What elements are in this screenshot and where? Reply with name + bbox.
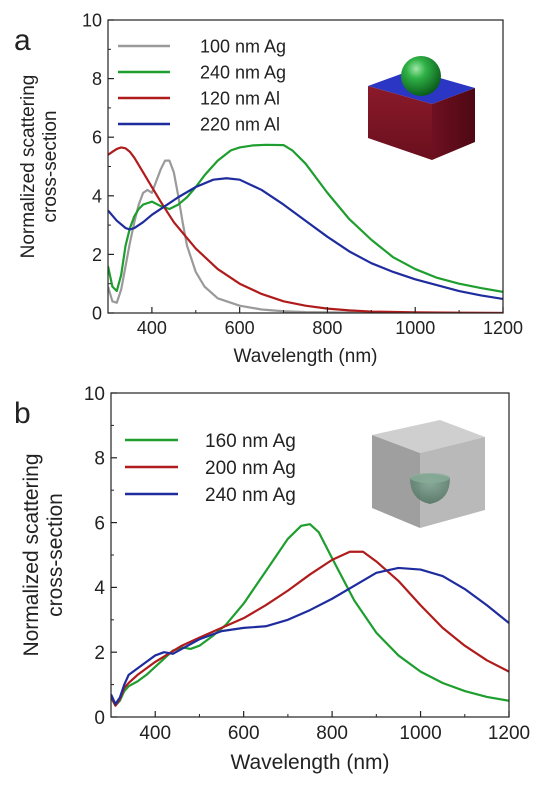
pa-series-line-1 xyxy=(108,143,503,293)
panel-b: b 0 2 4 6 8 10 400 600 800 1000 1200 Wavelength (nm… xyxy=(14,384,530,774)
pa-y-tick-label-4: 8 xyxy=(92,69,102,89)
panel-a: a 0 2 4 6 8 10 400 600 800 1000 1200 Wavelength (nm… xyxy=(14,10,523,367)
pa-legend-label-2: 120 nm Al xyxy=(200,88,280,108)
pb-x-axis-label: Wavelength (nm) xyxy=(230,751,389,774)
pa-series-line-3 xyxy=(108,177,503,301)
pb-y-tick-label-5: 10 xyxy=(84,384,105,405)
pa-x-tick-label-1: 600 xyxy=(225,318,255,338)
pb-x-tick-label-3: 1000 xyxy=(399,723,441,744)
pb-y-tick-label-3: 6 xyxy=(94,513,105,534)
pb-y-tick-label-4: 8 xyxy=(94,449,105,470)
embedded-particle-illustration xyxy=(372,420,485,528)
pb-y-tick-label-2: 4 xyxy=(94,578,105,599)
plot-a-area: 0 2 4 6 8 10 400 600 800 1000 1200 Wavelength (nm) N… xyxy=(18,10,523,367)
pb-series-line-1 xyxy=(111,550,509,707)
pa-y-axis-label-line-1: cross-section xyxy=(40,111,61,223)
pb-x-tick-label-1: 600 xyxy=(228,723,260,744)
panel-b-label: b xyxy=(14,397,31,430)
pa-legend-label-3: 220 nm Al xyxy=(200,114,280,134)
pa-legend-label-1: 240 nm Ag xyxy=(200,62,286,82)
pa-x-axis-label: Wavelength (nm) xyxy=(234,346,378,367)
pa-series-line-0 xyxy=(108,159,503,313)
pb-legend-label-2: 240 nm Ag xyxy=(205,485,296,506)
pb-series-line-2 xyxy=(111,566,509,706)
pb-y-tick-label-1: 2 xyxy=(94,643,105,664)
pb-x-tick-label-2: 800 xyxy=(316,723,348,744)
pa-x-tick-label-4: 1200 xyxy=(483,318,523,338)
pa-x-tick-label-0: 400 xyxy=(137,318,167,338)
pb-legend-label-1: 200 nm Ag xyxy=(205,458,296,479)
pb-x-tick-label-4: 1200 xyxy=(488,723,530,744)
pa-axes-frame xyxy=(107,19,504,314)
pa-y-tick-label-2: 4 xyxy=(92,186,102,206)
pb-y-axis-label-line-1: cross-section xyxy=(44,493,67,617)
pb-x-tick-label-0: 400 xyxy=(139,723,171,744)
pb-legend-label-0: 160 nm Ag xyxy=(205,431,296,452)
pb-y-axis-label-line-0: Normalized scattering xyxy=(20,453,43,656)
plot-b-area: 0 2 4 6 8 10 400 600 800 1000 1200 Wavelength (nm) N… xyxy=(20,384,530,774)
pa-y-tick-label-1: 2 xyxy=(92,245,102,265)
pa-y-tick-label-3: 6 xyxy=(92,128,102,148)
panel-a-label: a xyxy=(14,24,31,57)
pa-y-axis-label-line-0: Normalized scattering xyxy=(18,75,39,259)
sphere-on-substrate-illustration xyxy=(368,56,475,160)
pa-y-tick-label-5: 10 xyxy=(82,10,102,30)
pa-legend-label-0: 100 nm Ag xyxy=(200,36,286,56)
pa-series-line-2 xyxy=(108,146,503,313)
pa-x-tick-label-3: 1000 xyxy=(395,318,435,338)
pb-y-tick-label-0: 0 xyxy=(94,708,105,729)
pa-y-tick-label-0: 0 xyxy=(92,303,102,323)
pb-series-line-0 xyxy=(111,523,509,707)
pa-x-tick-label-2: 800 xyxy=(312,318,342,338)
